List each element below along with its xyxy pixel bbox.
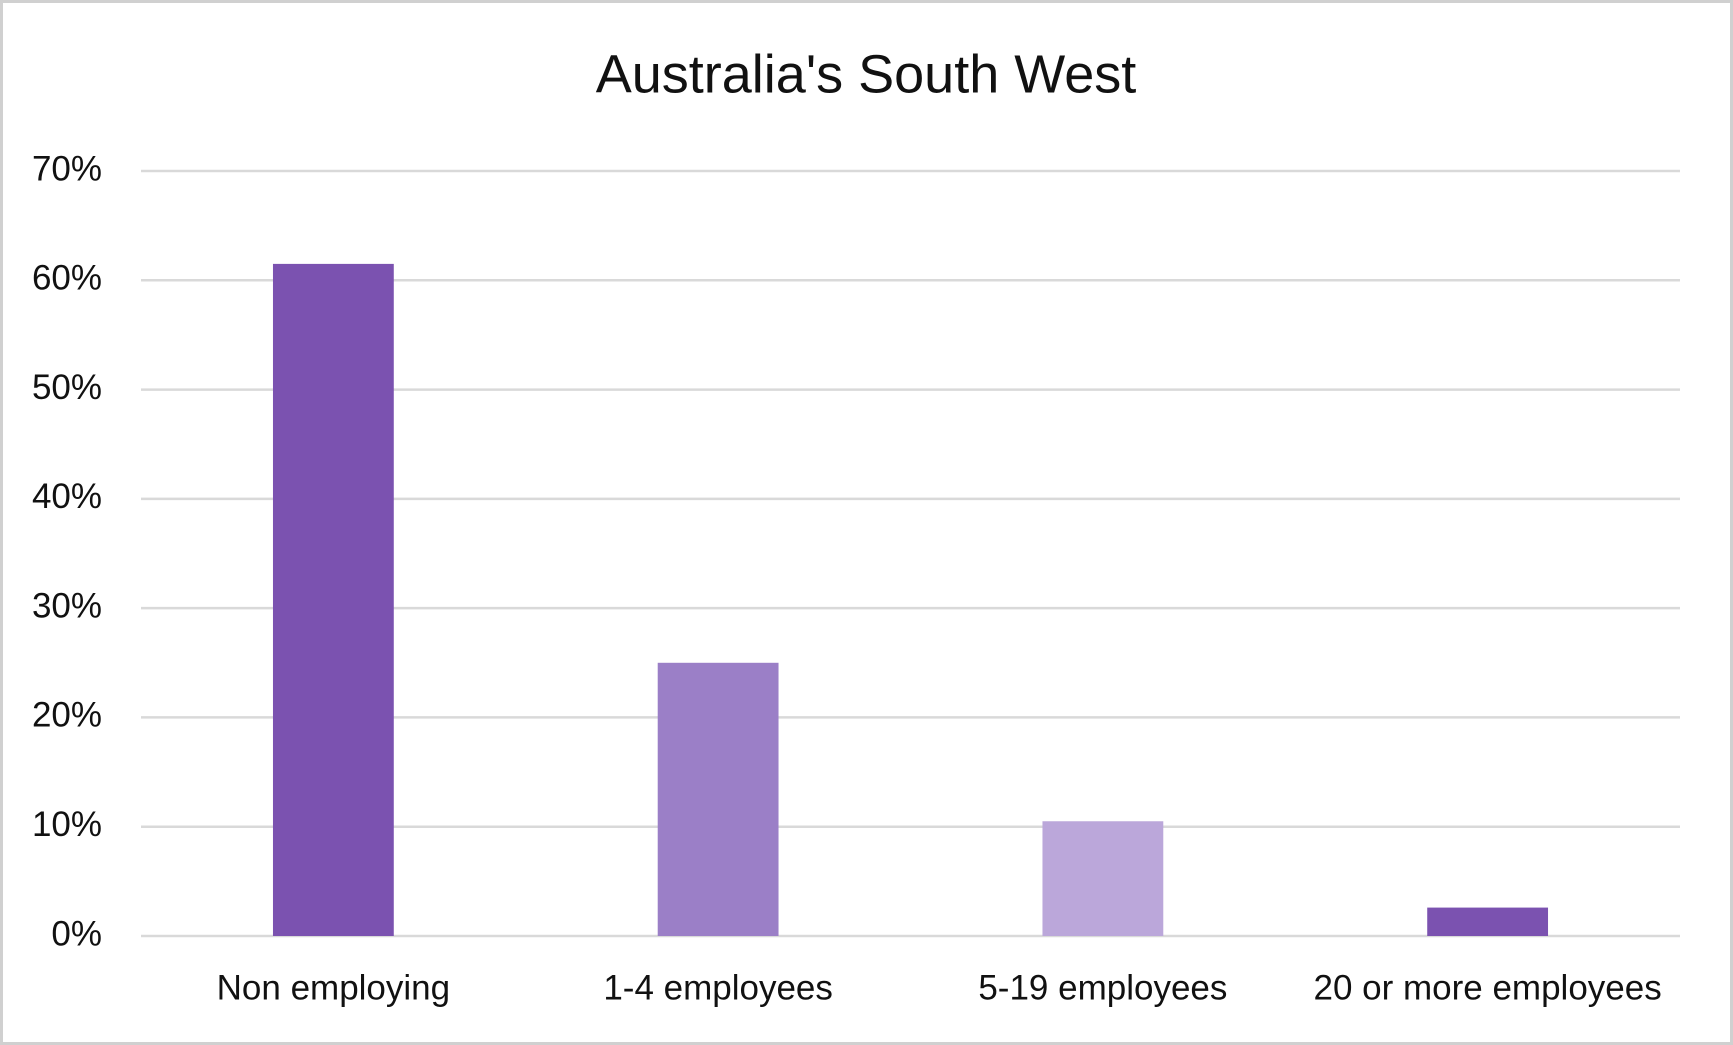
- bar: [657, 662, 779, 936]
- x-tick-label: Non employing: [217, 968, 450, 1007]
- bar: [272, 263, 394, 937]
- y-tick-label: 10%: [32, 805, 102, 844]
- y-tick-label: 30%: [32, 586, 102, 625]
- x-tick-label: 5-19 employees: [978, 968, 1227, 1007]
- y-tick-label: 60%: [32, 259, 102, 298]
- chart-title: Australia's South West: [596, 44, 1137, 104]
- y-tick-label: 50%: [32, 368, 102, 407]
- y-tick-label: 0%: [51, 914, 102, 953]
- y-tick-label: 70%: [32, 149, 102, 188]
- bar: [1427, 907, 1549, 936]
- x-tick-label: 1-4 employees: [603, 968, 833, 1007]
- x-tick-label: 20 or more employees: [1314, 968, 1662, 1007]
- y-tick-label: 40%: [32, 477, 102, 516]
- bar: [1042, 821, 1164, 936]
- y-tick-label: 20%: [32, 696, 102, 735]
